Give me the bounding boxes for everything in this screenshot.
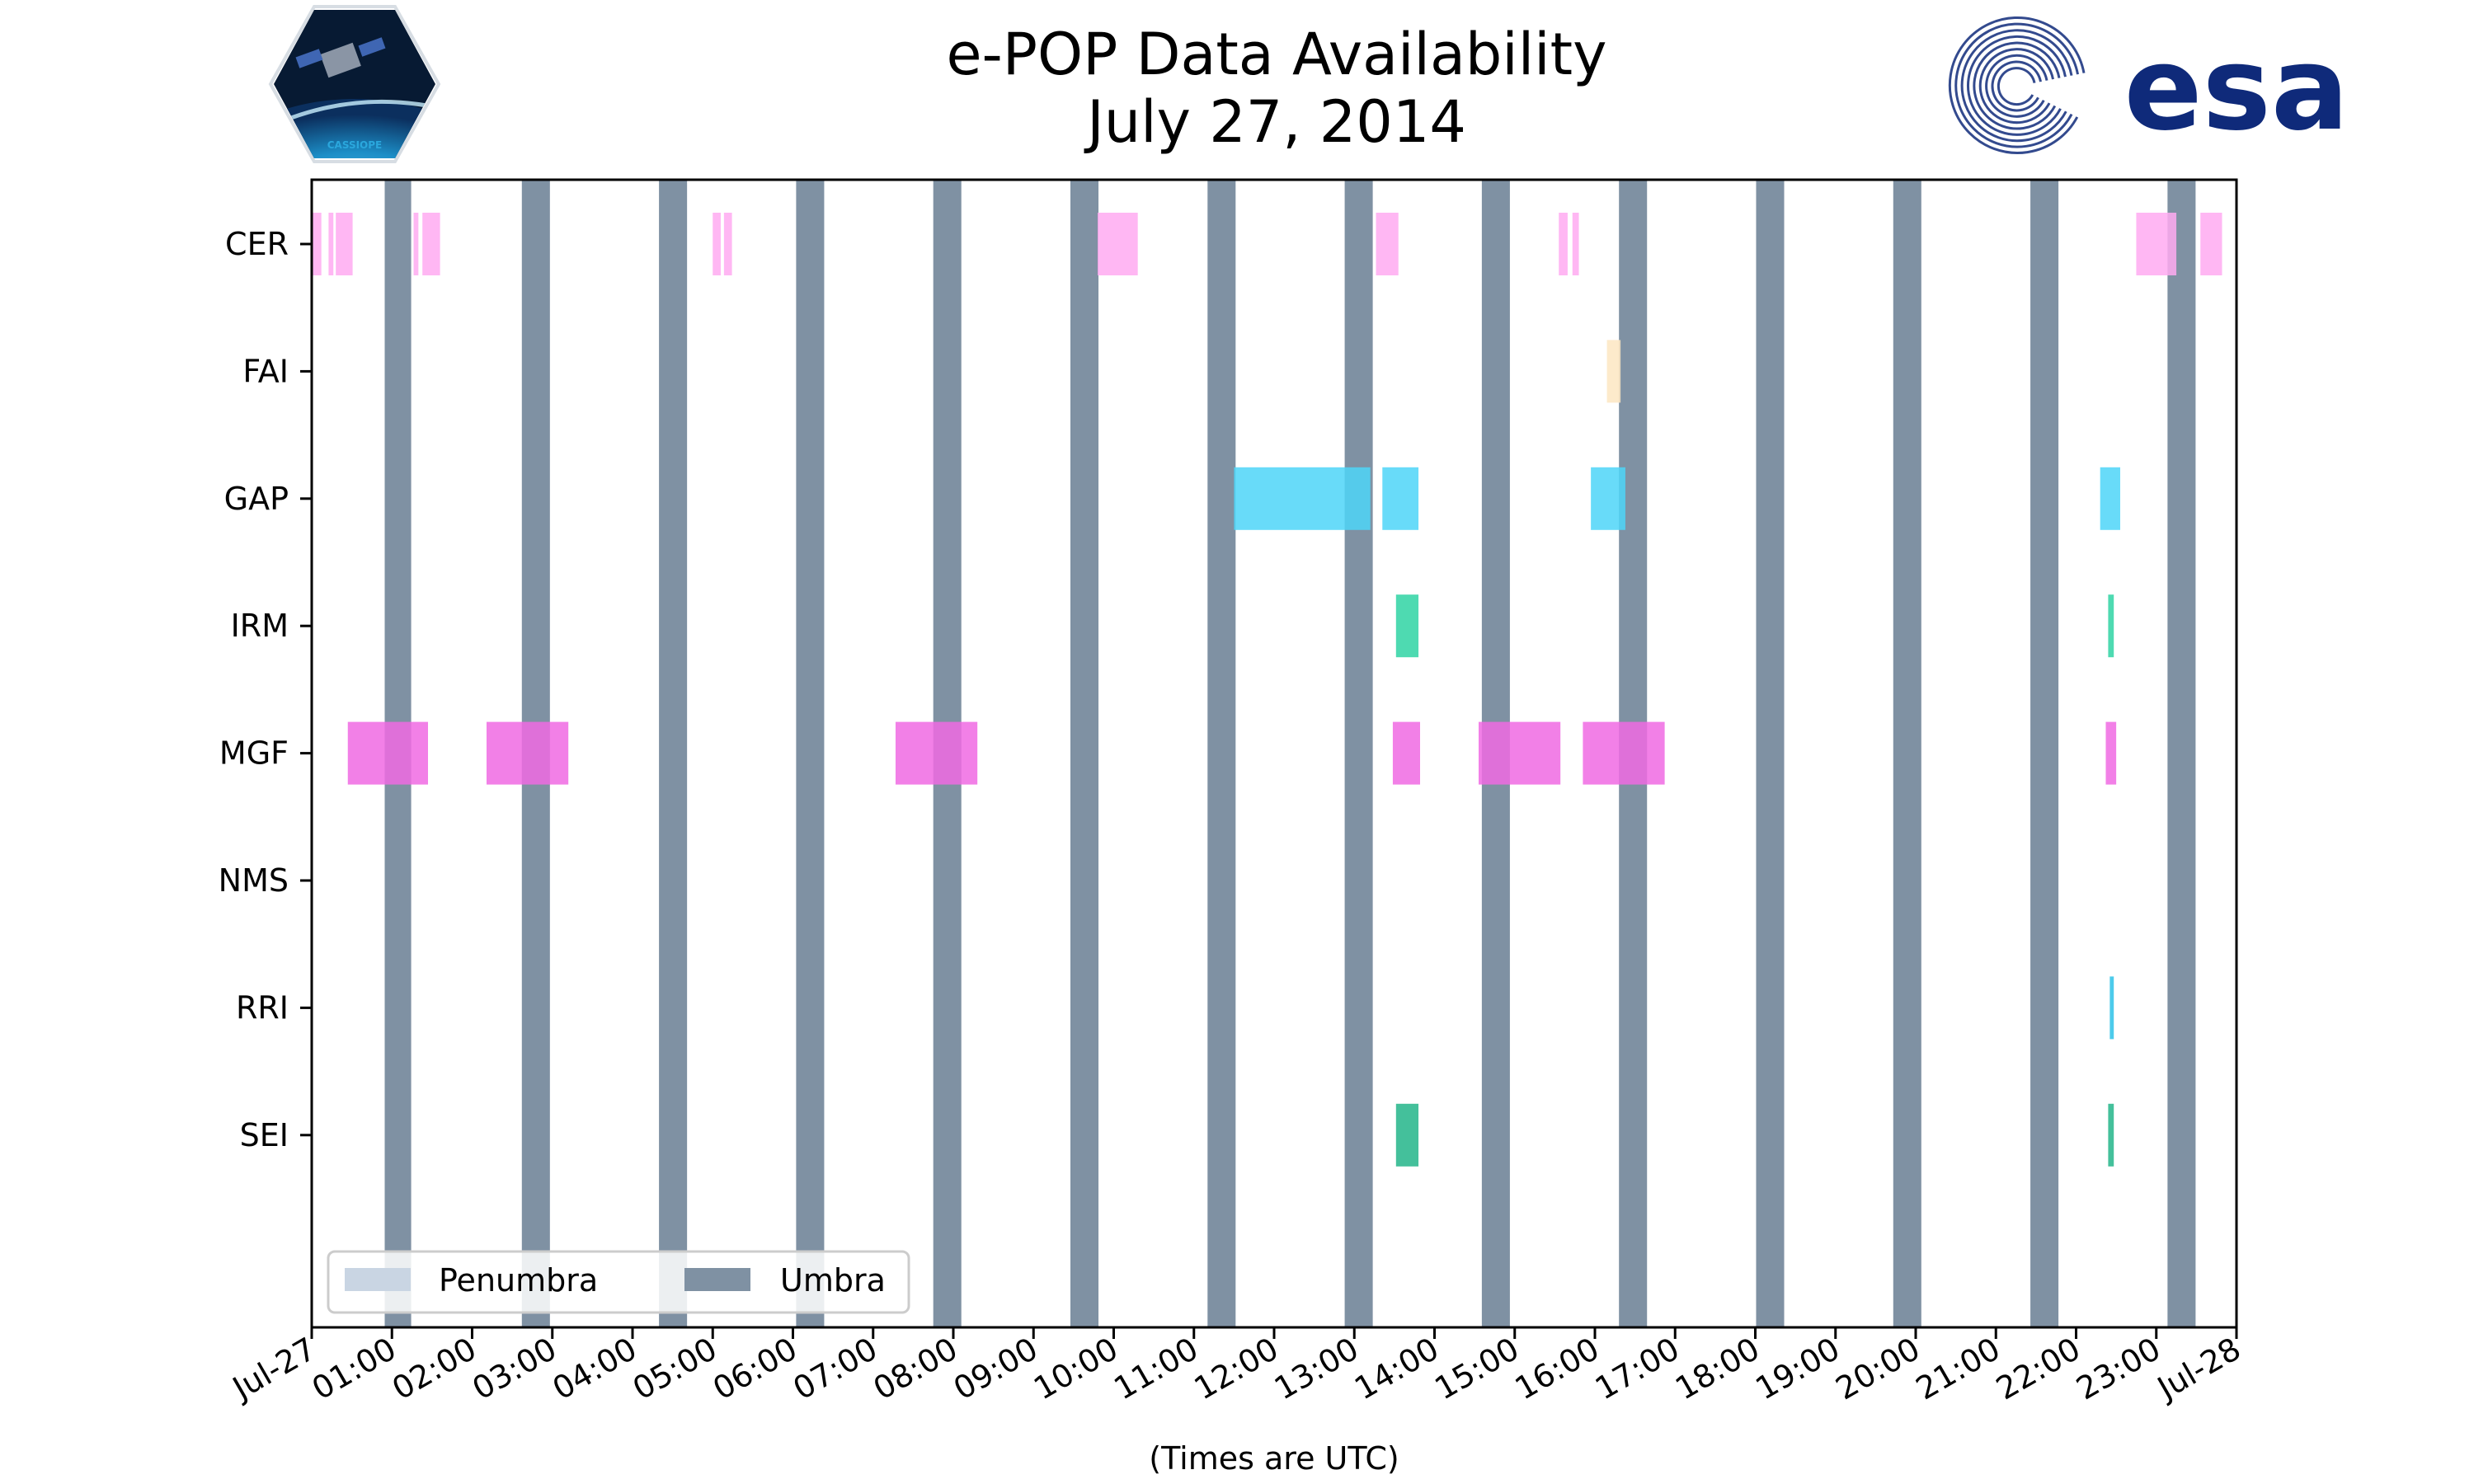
umbra-band-4 (796, 180, 825, 1327)
bar-cer-4 (413, 213, 419, 275)
x-tick-label-4: 04:00 (547, 1331, 643, 1407)
y-label-gap: GAP (224, 481, 289, 517)
y-label-mgf: MGF (219, 735, 289, 772)
umbra-band-7 (1207, 180, 1236, 1327)
x-tick-label-20: 20:00 (1830, 1331, 1926, 1407)
esa-swirl-icon (1948, 16, 2086, 154)
legend-umbra-swatch (684, 1268, 750, 1291)
x-axis: Jul-2701:0002:0003:0004:0005:0006:0007:0… (225, 1327, 2247, 1407)
x-tick-label-3: 03:00 (466, 1331, 562, 1407)
x-tick-label-24: Jul-28 (2150, 1331, 2246, 1407)
bar-cer-13 (2200, 213, 2222, 275)
bar-mgf-6 (1583, 721, 1665, 785)
bar-cer-6 (713, 213, 721, 275)
x-tick-label-1: 01:00 (306, 1331, 402, 1407)
bar-cer-8 (1098, 213, 1138, 275)
chart-title-line-1: e-POP Data Availability (946, 21, 1606, 88)
legend-box (327, 1250, 910, 1314)
x-tick-label-6: 06:00 (707, 1331, 803, 1407)
esa-wordmark: esa (2124, 22, 2349, 157)
x-tick-label-19: 19:00 (1749, 1331, 1846, 1407)
x-tick-label-15: 15:00 (1428, 1331, 1525, 1407)
umbra-band-6 (1070, 180, 1099, 1327)
bar-mgf-3 (895, 721, 978, 785)
umbra-band-13 (2030, 180, 2059, 1327)
bar-mgf-1 (347, 721, 429, 785)
y-label-fai: FAI (242, 353, 289, 389)
bar-mgf-7 (2105, 721, 2117, 785)
x-tick-label-12: 12:00 (1188, 1331, 1285, 1407)
legend-penumbra-swatch (345, 1268, 411, 1291)
bar-gap-4 (2100, 467, 2120, 530)
y-axis: CER FAI GAP IRM MGF NMS RRI SEI (219, 226, 312, 1153)
x-tick-label-14: 14:00 (1348, 1331, 1445, 1407)
umbra-band-12 (1893, 180, 1921, 1327)
x-tick-label-22: 22:00 (1990, 1331, 2086, 1407)
x-tick-label-2: 02:00 (386, 1331, 482, 1407)
bar-cer-9 (1376, 213, 1399, 275)
x-tick-label-18: 18:00 (1669, 1331, 1766, 1407)
bar-cer-2 (328, 213, 334, 275)
chart-title-line-2: July 27, 2014 (1084, 88, 1466, 156)
bar-gap-3 (1591, 467, 1625, 530)
bar-cer-12 (2136, 213, 2177, 275)
bar-rri-1 (2109, 976, 2114, 1040)
x-tick-label-11: 11:00 (1108, 1331, 1204, 1407)
legend-penumbra-label: Penumbra (439, 1262, 598, 1298)
bar-mgf-5 (1478, 721, 1561, 785)
bar-irm-1 (1395, 594, 1419, 658)
plot-frame (310, 178, 2238, 1329)
x-tick-label-5: 05:00 (627, 1331, 723, 1407)
bar-gap-1 (1234, 467, 1371, 530)
bar-sei-1 (1395, 1103, 1419, 1167)
bar-cer-7 (723, 213, 732, 275)
bar-mgf-4 (1392, 721, 1420, 785)
plot-area (312, 180, 2222, 1327)
bar-irm-2 (2108, 594, 2114, 658)
umbra-band-14 (2167, 180, 2196, 1327)
legend: Penumbra Umbra (327, 1250, 910, 1314)
mission-logo-text: CASSIOPE (327, 139, 383, 151)
x-tick-label-7: 07:00 (787, 1331, 883, 1407)
y-label-sei: SEI (240, 1117, 289, 1153)
bar-cer-3 (336, 213, 353, 275)
y-label-irm: IRM (231, 608, 289, 644)
bar-cer-5 (422, 213, 440, 275)
x-axis-label: (Times are UTC) (1149, 1440, 1399, 1477)
bar-cer-11 (1572, 213, 1579, 275)
x-tick-label-16: 16:00 (1509, 1331, 1606, 1407)
bar-fai-1 (1606, 340, 1621, 403)
bar-sei-2 (2108, 1103, 2114, 1167)
x-tick-label-9: 09:00 (948, 1331, 1044, 1407)
bar-cer-10 (1559, 213, 1568, 275)
bar-gap-2 (1382, 467, 1419, 530)
x-tick-label-10: 10:00 (1028, 1331, 1124, 1407)
x-tick-label-23: 23:00 (2070, 1331, 2166, 1407)
umbra-band-3 (659, 180, 688, 1327)
x-tick-label-0: Jul-27 (225, 1331, 322, 1407)
x-tick-label-13: 13:00 (1268, 1331, 1365, 1407)
y-label-nms: NMS (219, 862, 289, 899)
umbra-band-11 (1756, 180, 1785, 1327)
cassiope-logo: CASSIOPE (268, 5, 441, 163)
x-tick-label-8: 08:00 (868, 1331, 964, 1407)
satellite-icon (295, 37, 386, 78)
x-tick-label-21: 21:00 (1910, 1331, 2006, 1407)
y-label-cer: CER (225, 226, 289, 262)
esa-logo: esa (1948, 16, 2349, 157)
bar-cer-1 (312, 213, 322, 275)
bar-mgf-2 (487, 721, 569, 785)
y-label-rri: RRI (236, 989, 289, 1026)
x-tick-label-17: 17:00 (1589, 1331, 1686, 1407)
umbra-band-8 (1344, 180, 1373, 1327)
legend-umbra-label: Umbra (780, 1262, 886, 1298)
